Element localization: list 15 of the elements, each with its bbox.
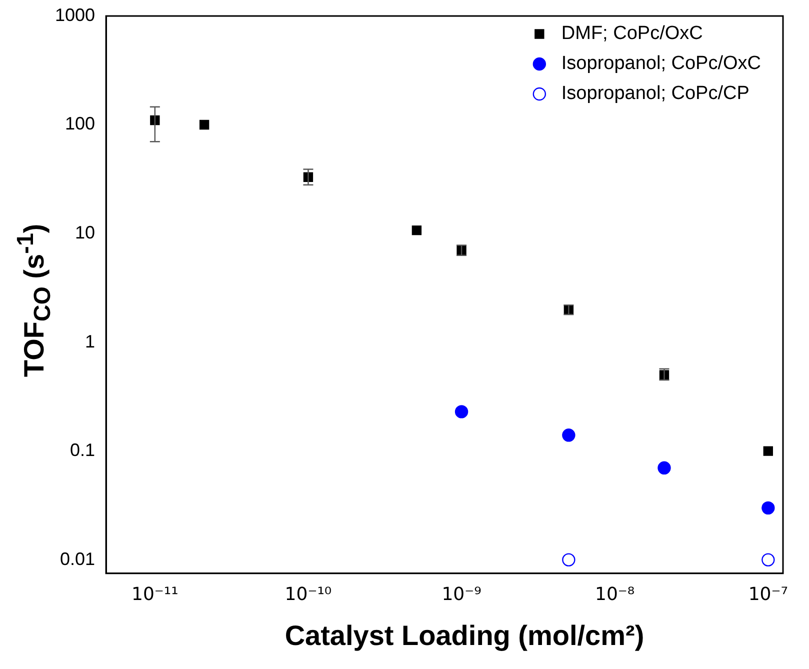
x-tick-label: 10⁻⁹ xyxy=(442,584,482,605)
x-axis-title: Catalyst Loading (mol/cm²) xyxy=(284,620,646,652)
legend-label: Isopropanol; CoPc/OxC xyxy=(561,53,761,74)
x-tick-label: 10⁻⁷ xyxy=(748,584,788,605)
legend-label: DMF; CoPc/OxC xyxy=(561,23,703,44)
y-tick-label: 100 xyxy=(64,114,96,134)
legend-label: Isopropanol; CoPc/CP xyxy=(561,83,750,104)
y-tick-label: 0.01 xyxy=(60,548,96,569)
y-tick-label: 0.1 xyxy=(70,440,96,460)
x-tick-label: 10⁻¹¹ xyxy=(131,584,178,605)
y-tick-label: 1000 xyxy=(54,4,96,25)
y-tick-label: 10 xyxy=(75,222,96,242)
x-tick-label: 10⁻¹⁰ xyxy=(284,584,332,605)
y-tick-label: 1 xyxy=(85,331,96,352)
x-tick-label: 10⁻⁸ xyxy=(595,584,635,605)
